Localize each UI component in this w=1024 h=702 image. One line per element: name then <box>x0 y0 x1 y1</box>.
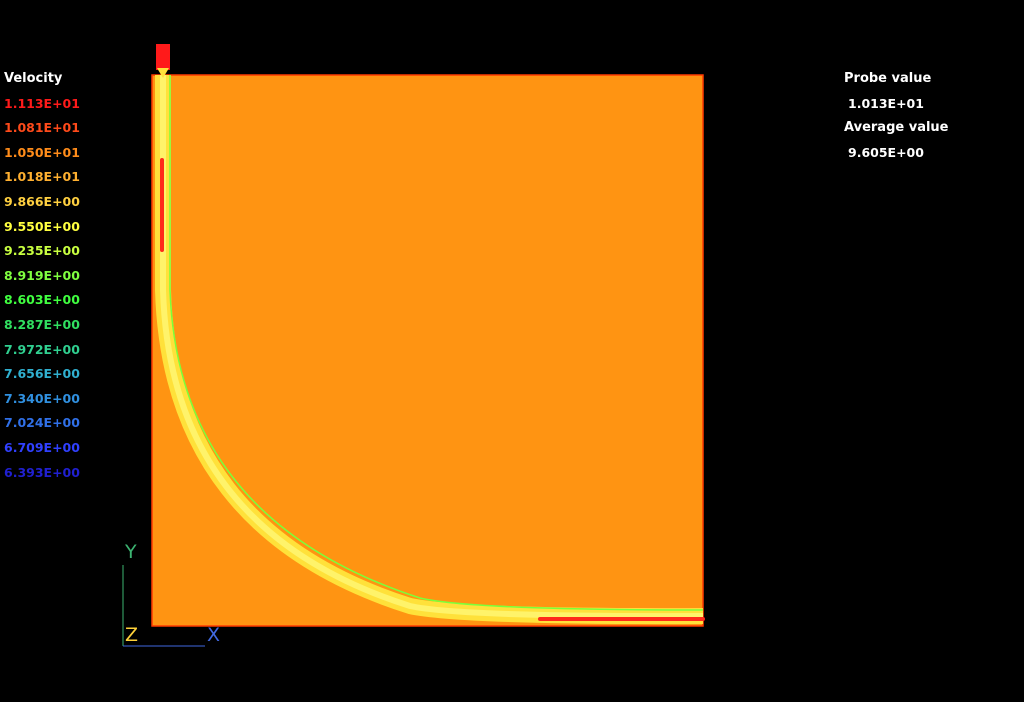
probe-panel: Probe value 1.013E+01 Average value 9.60… <box>844 70 949 168</box>
legend-entry: 9.550E+00 <box>4 218 80 234</box>
legend-entry: 1.113E+01 <box>4 95 80 111</box>
probe-value: 1.013E+01 <box>848 95 924 111</box>
jet-inner-band <box>160 75 704 620</box>
legend-entry: 1.081E+01 <box>4 120 80 136</box>
nozzle <box>156 44 170 70</box>
average-value-label: Average value <box>844 120 949 136</box>
legend-entries: 1.113E+01 1.081E+01 1.050E+01 1.018E+01 9.86… <box>4 95 80 489</box>
probe-value-label: Probe value <box>844 71 932 86</box>
legend-entry: 6.709E+00 <box>4 439 80 455</box>
x-axis-label: X <box>207 624 220 646</box>
jet-stream <box>155 75 705 625</box>
legend-entry: 9.235E+00 <box>4 243 80 259</box>
legend-entry: 1.018E+01 <box>4 169 80 185</box>
legend-entry: 7.024E+00 <box>4 415 80 431</box>
y-axis-label: Y <box>124 541 137 563</box>
velocity-legend: Velocity 1.113E+01 1.081E+01 1.050E+01 1.01… <box>4 70 80 488</box>
legend-entry: 7.340E+00 <box>4 390 80 406</box>
simulation-domain <box>151 74 704 627</box>
legend-entry: 7.656E+00 <box>4 366 80 382</box>
legend-entry: 8.603E+00 <box>4 292 80 308</box>
axis-triad: Y Z X <box>122 541 220 647</box>
jet-edge-line <box>169 75 704 611</box>
legend-entry: 1.050E+01 <box>4 144 80 160</box>
legend-entry: 7.972E+00 <box>4 341 80 357</box>
legend-entry: 6.393E+00 <box>4 464 80 480</box>
z-axis-label: Z <box>125 624 138 646</box>
legend-entry: 8.919E+00 <box>4 267 80 283</box>
legend-entry: 9.866E+00 <box>4 193 80 209</box>
legend-entry: 8.287E+00 <box>4 316 80 332</box>
legend-title: Velocity <box>4 71 63 86</box>
average-value: 9.605E+00 <box>848 144 924 160</box>
nozzle-tip <box>157 68 169 78</box>
